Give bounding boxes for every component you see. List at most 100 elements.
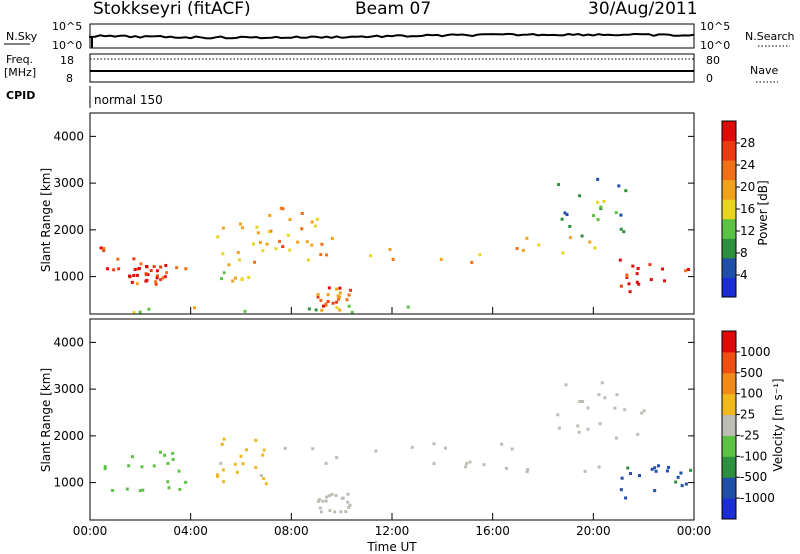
range-gate-cell [237,258,241,262]
range-gate-cell [164,263,168,267]
range-gate-cell [346,492,350,496]
range-gate-cell [165,271,169,275]
range-gate-cell [636,266,640,270]
range-gate-cell [326,293,330,297]
range-gate-cell [220,442,224,446]
range-gate-cell [261,453,265,457]
nsearch-tick-low: 10^0 [700,39,730,52]
range-gate-cell [155,274,159,278]
range-gate-cell [231,279,235,283]
power-y-axis: 4000 3000 2000 1000 [53,129,694,284]
range-gate-cell [146,273,150,277]
range-gate-cell [345,298,349,302]
range-gate-cell [464,465,468,469]
x-tick-label: 04:00 [173,524,208,538]
range-gate-cell [568,224,572,228]
range-gate-cell [130,280,134,284]
range-gate-cell [335,456,339,460]
range-gate-cell [338,286,342,290]
power-colorbar: 28 24 20 16 12 8 4 [721,120,755,298]
range-gate-cell [132,310,136,314]
range-gate-cell [235,470,239,474]
range-gate-cell [470,260,474,264]
range-gate-cell [315,217,319,221]
range-gate-cell [515,247,519,251]
range-gate-cell [171,451,175,455]
range-gate-cell [663,279,667,283]
range-gate-cell [614,211,618,215]
beam-title: Beam 07 [355,0,431,19]
y-tick-label: 1000 [53,270,84,284]
range-gate-cell [684,482,688,486]
range-gate-cell [638,474,642,478]
range-gate-cell [635,272,639,276]
range-gate-cell [279,206,283,210]
range-gate-cell [344,510,348,514]
range-gate-cell [525,470,529,474]
range-gate-cell [327,494,331,498]
range-gate-cell [325,495,329,499]
range-gate-cell [128,274,132,278]
colorbar-tick-label: -1000 [740,491,775,505]
range-gate-cell [369,254,373,258]
colorbar-segment [722,238,736,259]
range-gate-cell [117,267,121,271]
station-title: Stokkseyri (fitACF) [93,0,251,19]
colorbar-tick-label: 4 [740,268,748,282]
power-ylabel: Slant Range [km] [39,168,53,272]
range-gate-cell [111,488,115,492]
range-gate-cell [278,239,282,243]
range-gate-cell [314,308,318,312]
x-tick-label: 00:00 [73,524,108,538]
range-gate-cell [599,207,603,211]
range-gate-cell [310,220,314,224]
range-gate-cell [267,230,271,234]
range-gate-cell [346,500,350,504]
range-gate-cell [140,465,144,469]
range-gate-cell [133,268,137,272]
range-gate-cell [320,308,324,312]
range-gate-cell [233,462,237,466]
range-gate-cell [262,477,266,481]
colorbar-tick-label: 28 [740,136,755,150]
nsky-trace [89,32,695,40]
range-gate-cell [568,236,572,240]
colorbar-segment [722,456,736,478]
colorbar-tick-label: -100 [740,449,767,463]
range-gate-cell [654,469,658,473]
range-gate-cell [258,240,262,244]
range-gate-cell [247,276,251,280]
colorbar-tick-label: 16 [740,202,755,216]
colorbar-segment [722,372,736,395]
cpid-value: normal 150 [94,93,163,107]
colorbar-frame [721,330,737,520]
range-gate-cell [319,253,323,257]
range-gate-cell [598,422,602,426]
range-gate-cell [648,263,652,267]
range-gate-cell [316,295,320,299]
range-gate-cell [335,300,339,304]
nave-tick-low: 0 [706,72,713,85]
range-gate-cell [281,245,285,249]
colorbar-segment [722,257,736,278]
range-gate-cell [526,468,530,472]
range-gate-cell [596,177,600,181]
freq-panel [89,53,695,83]
range-gate-cell [321,499,325,503]
colorbar-segment [722,218,736,239]
range-gate-cell [307,307,311,311]
range-gate-cell [521,248,525,252]
range-gate-cell [254,465,258,469]
range-gate-cell [578,399,582,403]
range-gate-cell [625,275,629,279]
date-title: 30/Aug/2011 [588,0,698,19]
range-gate-cell [325,253,329,257]
range-gate-cell [300,211,304,215]
power-heatmap [99,177,690,314]
colorbar-segment [722,140,736,161]
colorbar-tick-label: 8 [740,246,748,260]
range-gate-cell [167,486,171,490]
range-gate-cell [649,278,653,282]
range-gate-cell [564,383,568,387]
